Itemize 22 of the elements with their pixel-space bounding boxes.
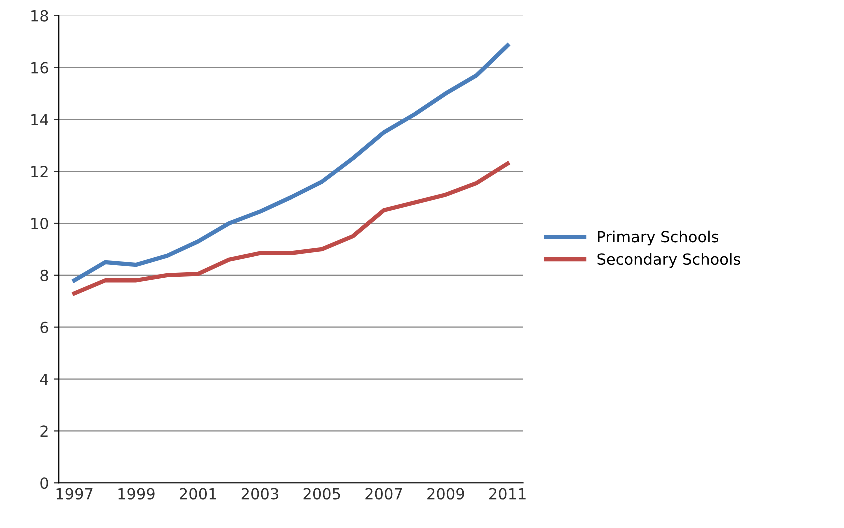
x-tick-label: 1997 — [56, 488, 93, 500]
y-tick-label: 10 — [32, 218, 48, 230]
x-tick-label: 2003 — [242, 488, 278, 500]
y-tick-label: 16 — [32, 62, 48, 74]
x-tick-label: 2007 — [366, 488, 402, 500]
x-tick-label: 2009 — [428, 488, 464, 500]
x-tick-label: 2005 — [304, 488, 340, 500]
line-series — [72, 44, 510, 283]
y-tick-label: 14 — [32, 114, 48, 126]
x-tick-label: 2001 — [180, 488, 216, 500]
line-series — [72, 162, 510, 296]
x-tick-label: 1999 — [118, 488, 155, 500]
legend-label: Secondary Schools — [598, 253, 740, 268]
y-tick-label: 6 — [40, 322, 48, 334]
y-tick-label: 12 — [32, 166, 48, 178]
legend-label: Primary Schools — [598, 230, 719, 246]
y-tick-label: 2 — [40, 426, 48, 438]
x-tick-label: 2011 — [489, 488, 526, 500]
y-tick-label: 8 — [40, 270, 48, 282]
y-tick-label: 18 — [32, 10, 48, 22]
y-tick-label: 4 — [40, 374, 48, 386]
y-tick-label: 0 — [40, 478, 48, 490]
